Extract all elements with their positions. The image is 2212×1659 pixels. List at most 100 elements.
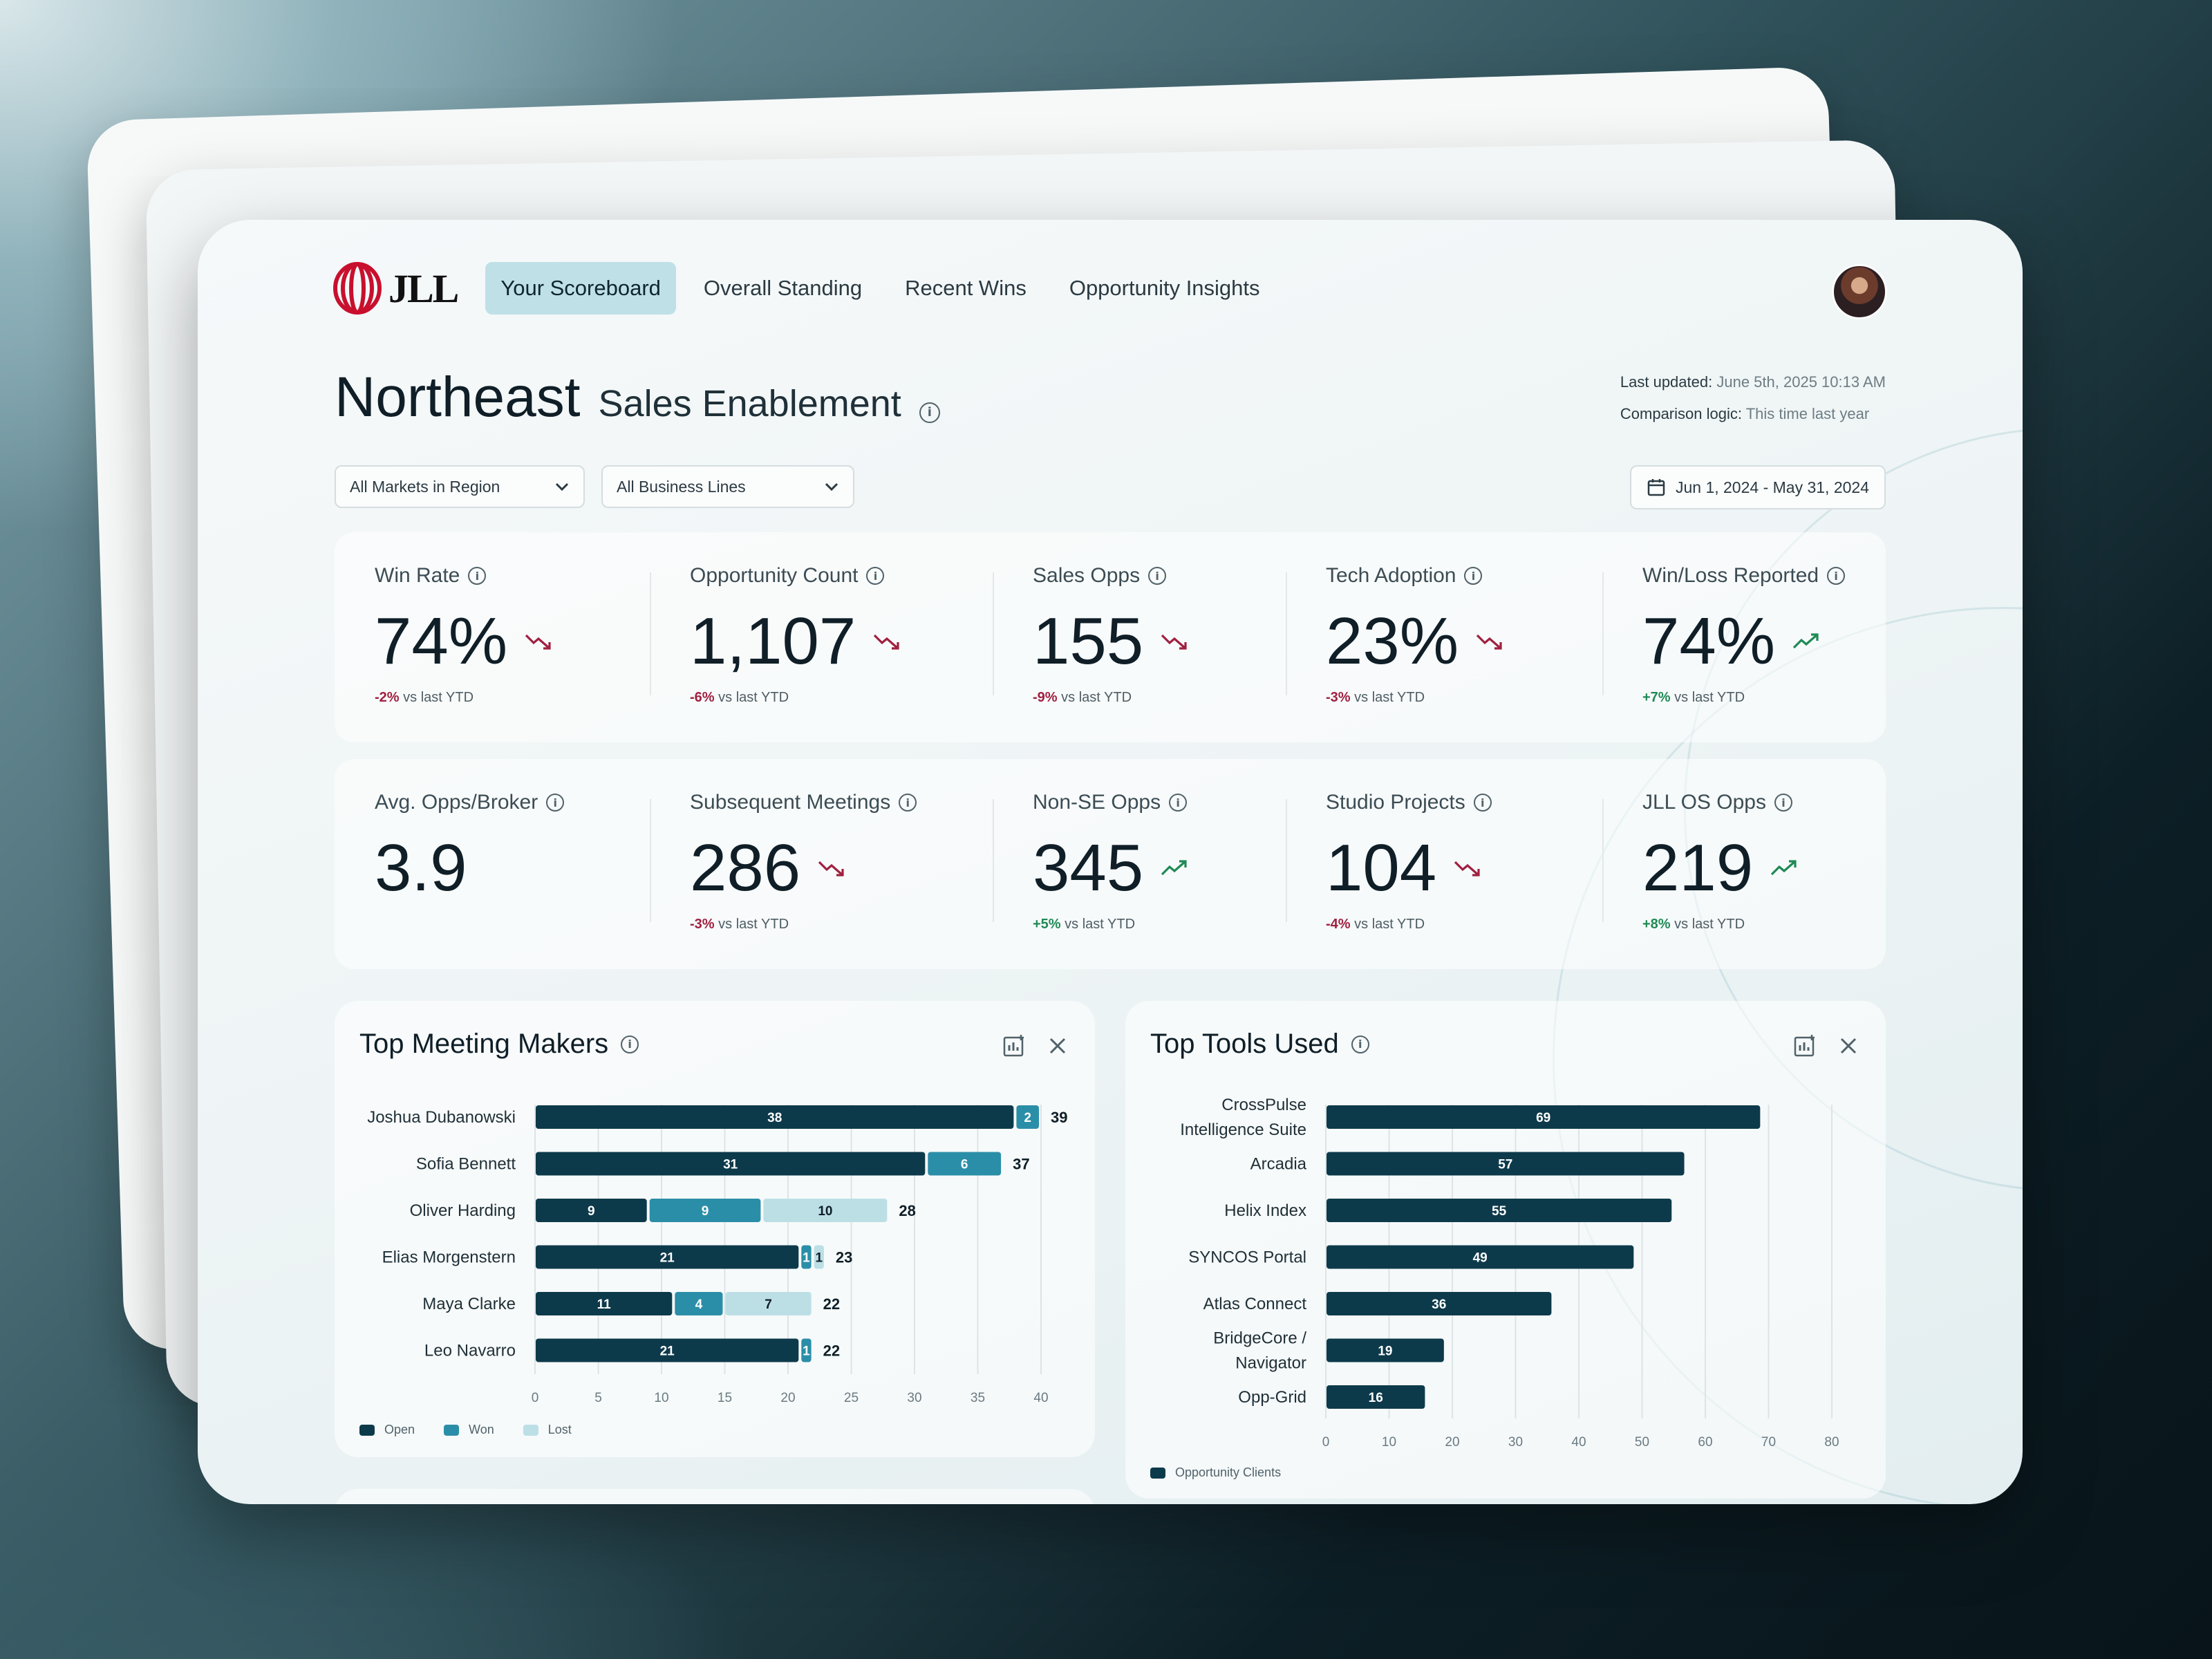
chart-settings-icon[interactable]	[1793, 1034, 1817, 1058]
trend-up-icon	[1771, 860, 1797, 876]
category-label: Intelligence Suite	[1180, 1121, 1306, 1139]
info-icon[interactable]: i	[1473, 794, 1492, 812]
bar-value-label: 19	[1378, 1344, 1392, 1359]
info-icon[interactable]: i	[866, 567, 885, 585]
bar-value-label: 16	[1369, 1391, 1383, 1405]
kpi-label-row: Subsequent Meetings i	[690, 791, 993, 814]
legend-item-opportunity-clients[interactable]: Opportunity Clients	[1150, 1465, 1281, 1480]
bar-segment-lost[interactable]	[725, 1292, 812, 1315]
info-icon[interactable]: i	[1351, 1035, 1369, 1053]
bar-segment-opportunity-clients[interactable]	[1327, 1105, 1761, 1129]
last-updated-label: Last updated:	[1620, 373, 1713, 391]
x-tick-label: 40	[1571, 1435, 1586, 1450]
bar-segment-open[interactable]	[536, 1105, 1014, 1129]
kpi-subsequent-meetings: Subsequent Meetings i 286 -3% vs last YTD	[650, 759, 993, 969]
card-tools	[1793, 1034, 1858, 1058]
markets-dropdown[interactable]: All Markets in Region	[335, 465, 585, 508]
bar-value-label: 21	[660, 1344, 675, 1359]
kpi-win-rate: Win Rate i 74% -2% vs last YTD	[335, 532, 650, 742]
kpi-label: Win Rate	[375, 564, 460, 587]
info-icon[interactable]: i	[546, 794, 565, 812]
trend-down-icon	[874, 634, 899, 650]
kpi-opportunity-count: Opportunity Count i 1,107 -6% vs last YTD	[650, 532, 993, 742]
info-icon[interactable]: i	[1774, 794, 1792, 812]
kpi-label-row: Avg. Opps/Broker i	[375, 791, 650, 814]
category-label: Sofia Bennett	[416, 1155, 516, 1174]
bar-segment-opportunity-clients[interactable]	[1327, 1385, 1425, 1409]
kpi-label: Non-SE Opps	[1033, 791, 1161, 814]
kpi-delta-suffix: vs last YTD	[718, 690, 789, 705]
bar-segment-open[interactable]	[536, 1199, 647, 1222]
bar-value-label: 7	[765, 1297, 772, 1312]
top-navigation: JLL Your Scoreboard Overall Standing Recen…	[333, 250, 1887, 326]
chart-settings-icon[interactable]	[1002, 1034, 1026, 1058]
tab-opportunity-insights[interactable]: Opportunity Insights	[1069, 276, 1260, 300]
bar-segment-won[interactable]	[801, 1338, 812, 1362]
bar-segment-open[interactable]	[536, 1292, 673, 1315]
trend-down-icon	[1161, 634, 1187, 650]
info-icon[interactable]: i	[919, 402, 940, 423]
category-label: Atlas Connect	[1203, 1295, 1307, 1313]
update-metadata: Last updated: June 5th, 2025 10:13 AM Co…	[1620, 366, 1886, 430]
kpi-value: 1,107	[690, 604, 856, 678]
card-header: Top Meeting Makers i	[359, 1029, 639, 1060]
legend-label: Lost	[547, 1423, 572, 1436]
bar-segment-open[interactable]	[536, 1338, 799, 1362]
business-lines-dropdown[interactable]: All Business Lines	[601, 465, 854, 508]
kpi-value: 74%	[375, 604, 508, 678]
info-icon[interactable]: i	[621, 1035, 639, 1053]
bar-segment-open[interactable]	[536, 1152, 926, 1176]
bar-segment-won[interactable]	[675, 1292, 723, 1315]
bar-segment-opportunity-clients[interactable]	[1327, 1199, 1672, 1222]
kpi-value-row: 155	[1033, 608, 1286, 675]
legend-item-won[interactable]: Won	[444, 1423, 494, 1437]
info-icon[interactable]: i	[1148, 567, 1167, 585]
legend-item-lost[interactable]: Lost	[523, 1423, 572, 1437]
bar-segment-won[interactable]	[801, 1245, 812, 1269]
kpi-delta-value: +8%	[1642, 917, 1671, 932]
tab-your-scoreboard[interactable]: Your Scoreboard	[485, 262, 676, 315]
user-avatar[interactable]	[1832, 264, 1887, 319]
bar-segment-won[interactable]	[649, 1199, 761, 1222]
bar-segment-opportunity-clients[interactable]	[1327, 1152, 1685, 1176]
chart-legend: Open Won Lost	[359, 1423, 572, 1437]
kpi-studio-projects: Studio Projects i 104 -4% vs last YTD	[1286, 759, 1602, 969]
kpi-value-row: 74%	[1642, 608, 1886, 675]
kpi-label: Sales Opps	[1033, 564, 1141, 587]
bar-segment-lost[interactable]	[814, 1245, 824, 1269]
bar-segment-opportunity-clients[interactable]	[1327, 1338, 1444, 1362]
kpi-panel-secondary: Avg. Opps/Broker i 3.9 Subsequent Meetings i…	[335, 759, 1886, 969]
kpi-delta: +5% vs last YTD	[1033, 917, 1286, 932]
info-icon[interactable]: i	[468, 567, 487, 585]
kpi-panel-primary: Win Rate i 74% -2% vs last YTD Opportunity C…	[335, 532, 1886, 742]
close-icon[interactable]	[1839, 1036, 1858, 1056]
bar-value-label: 1	[803, 1251, 810, 1266]
kpi-delta-suffix: vs last YTD	[1354, 690, 1425, 705]
kpi-delta: -2% vs last YTD	[375, 690, 650, 706]
info-icon[interactable]: i	[1827, 567, 1846, 585]
kpi-jll-os-opps: JLL OS Opps i 219 +8% vs last YTD	[1602, 759, 1886, 969]
info-icon[interactable]: i	[1169, 794, 1188, 812]
bar-segment-lost[interactable]	[763, 1199, 888, 1222]
tab-overall-standing[interactable]: Overall Standing	[703, 276, 863, 300]
bar-segment-won[interactable]	[1016, 1105, 1039, 1129]
kpi-delta-suffix: vs last YTD	[1674, 690, 1745, 705]
date-range-picker[interactable]: Jun 1, 2024 - May 31, 2024	[1629, 465, 1886, 509]
bar-segment-opportunity-clients[interactable]	[1327, 1245, 1634, 1269]
trend-down-icon	[818, 861, 844, 877]
legend-item-open[interactable]: Open	[359, 1423, 415, 1437]
bar-segment-open[interactable]	[536, 1245, 799, 1269]
jll-logo[interactable]: JLL	[333, 262, 459, 315]
bar-segment-opportunity-clients[interactable]	[1327, 1292, 1552, 1315]
close-icon[interactable]	[1048, 1036, 1067, 1056]
bar-total-label: 22	[823, 1295, 840, 1313]
kpi-label-row: Sales Opps i	[1033, 564, 1286, 588]
info-icon[interactable]: i	[1464, 567, 1483, 585]
info-icon[interactable]: i	[899, 794, 917, 812]
kpi-value-row: 219	[1642, 835, 1886, 901]
tab-recent-wins[interactable]: Recent Wins	[905, 276, 1027, 300]
kpi-label: Opportunity Count	[690, 564, 859, 587]
bar-value-label: 9	[702, 1204, 709, 1219]
bar-segment-won[interactable]	[928, 1152, 1002, 1176]
